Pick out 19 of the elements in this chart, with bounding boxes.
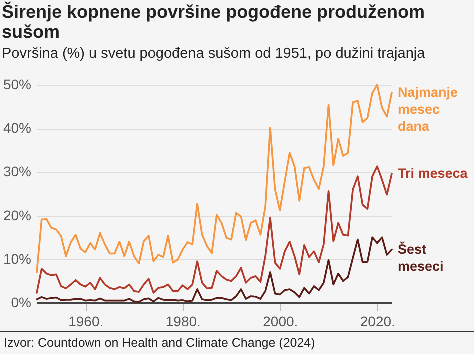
y-tick-label: 10% (3, 250, 32, 267)
line-series (36, 166, 393, 294)
x-tick-label: 1960. (68, 314, 104, 330)
line-series (36, 236, 393, 304)
x-tick-label: 2000. (263, 314, 298, 330)
series-label: Šest meseci (398, 240, 444, 274)
y-tick-label: 20% (3, 207, 32, 224)
y-tick-label: 40% (3, 120, 32, 136)
chart-title: Širenje kopnene površine pogođene produženom sušom (1, 0, 426, 42)
chart-subtitle: Površina (%) u svetu pogođena sušom od 1951, po dužini trajanja (1, 45, 426, 63)
y-tick-label: 50% (3, 76, 32, 92)
series-label: Tri meseca (398, 166, 468, 181)
y-tick-label: 30% (3, 164, 32, 180)
y-tick-label: 0% (11, 294, 32, 310)
series-label: Najmanje mesec dana (398, 84, 459, 134)
line-series (36, 84, 393, 274)
text: Izvor: Countdown on Health and Climate Change (2024) (0, 331, 474, 354)
x-tick-label: 1980. (166, 314, 201, 330)
x-tick-label: 2020. (360, 314, 396, 330)
